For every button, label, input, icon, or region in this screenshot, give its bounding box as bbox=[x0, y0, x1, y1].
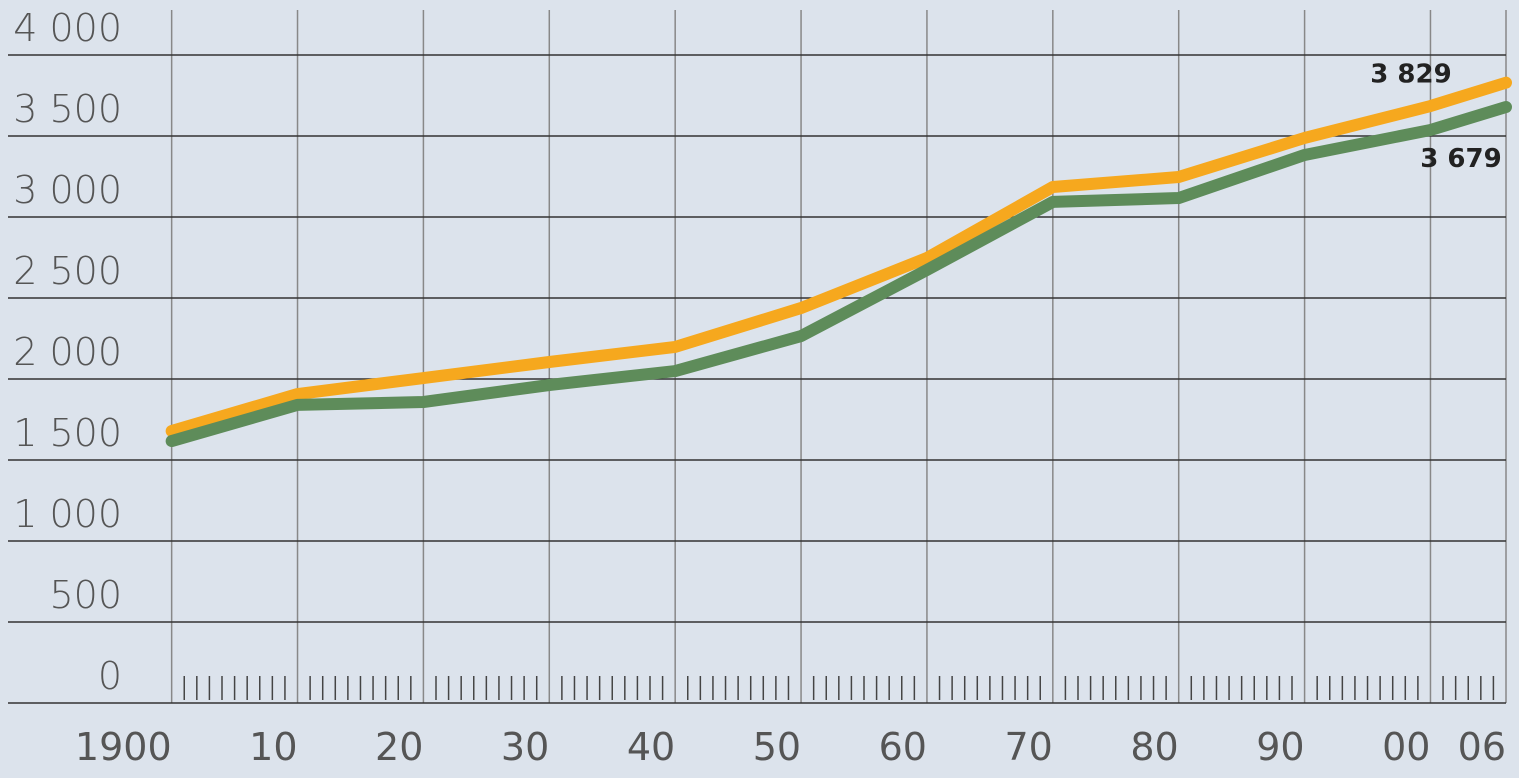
x-tick-label: 50 bbox=[753, 725, 801, 769]
x-tick-label: 20 bbox=[375, 725, 423, 769]
data-line bbox=[165, 101, 1512, 448]
data-line bbox=[165, 76, 1512, 438]
x-tick-label: 00 bbox=[1382, 725, 1430, 769]
x-tick-label: 1900 bbox=[75, 725, 172, 769]
y-tick-label: 4 000 bbox=[13, 6, 122, 50]
value-label: 3 679 bbox=[1420, 144, 1501, 174]
x-tick-label: 40 bbox=[627, 725, 675, 769]
x-tick-label: 80 bbox=[1130, 725, 1178, 769]
x-tick-label: 10 bbox=[249, 725, 297, 769]
value-label: 3 829 bbox=[1370, 60, 1451, 90]
x-tick-label: 60 bbox=[879, 725, 927, 769]
x-tick-label: 70 bbox=[1004, 725, 1052, 769]
y-tick-label: 3 500 bbox=[13, 87, 122, 131]
y-tick-label: 2 500 bbox=[13, 249, 122, 293]
y-tick-label: 0 bbox=[98, 654, 122, 698]
y-tick-label: 1 000 bbox=[13, 492, 122, 536]
y-tick-label: 3 000 bbox=[13, 168, 122, 212]
y-tick-label: 1 500 bbox=[13, 411, 122, 455]
y-tick-label: 500 bbox=[49, 573, 122, 617]
y-tick-label: 2 000 bbox=[13, 330, 122, 374]
x-tick-label: 06 bbox=[1458, 725, 1506, 769]
x-tick-label: 90 bbox=[1256, 725, 1304, 769]
x-tick-label: 30 bbox=[501, 725, 549, 769]
